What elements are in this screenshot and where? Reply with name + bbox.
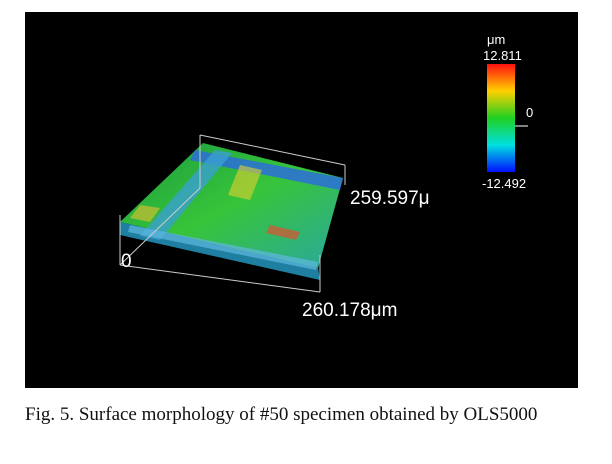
colorbar-mid: 0: [526, 105, 533, 120]
colorbar-unit: μm: [487, 32, 505, 47]
origin-label: 0: [121, 251, 132, 272]
y-length-label: 259.597μ: [350, 188, 430, 209]
surface-3d: [120, 143, 343, 280]
figure: 259.597μ 0 260.178μm μm 12.811 0 -12.492: [25, 12, 578, 388]
x-length-label: 260.178μm: [302, 300, 397, 321]
figure-caption: Fig. 5. Surface morphology of #50 specim…: [25, 404, 538, 425]
colorbar-max: 12.811: [483, 48, 522, 63]
colorbar: [487, 64, 515, 172]
wireframe-box: [119, 134, 346, 293]
colorbar-min: -12.492: [482, 176, 526, 191]
